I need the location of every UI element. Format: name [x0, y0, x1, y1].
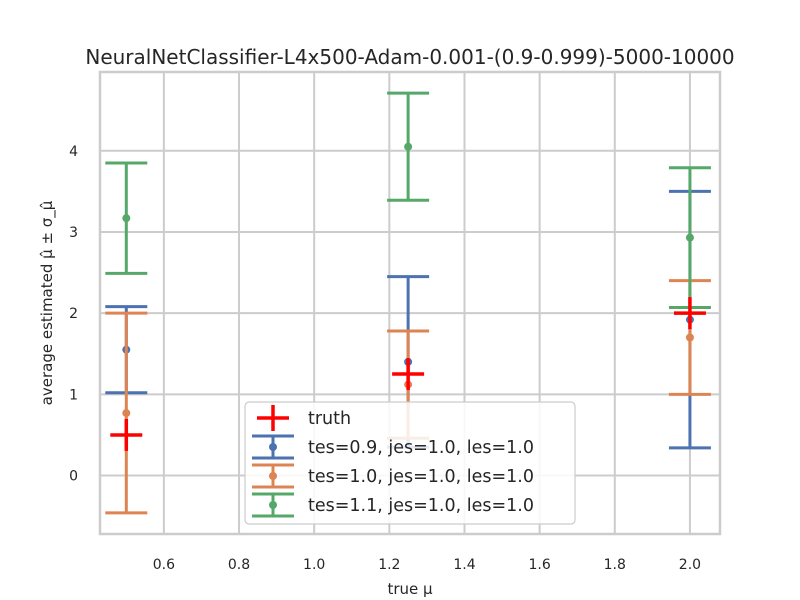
legend-label-series: tes=0.9, jes=1.0, les=1.0: [308, 438, 534, 458]
legend-label-series: tes=1.0, jes=1.0, les=1.0: [308, 467, 534, 487]
plot-frame: [98, 70, 722, 536]
legend: truth tes=0.9, jes=1.0, les=1.0 tes=1.0, j…: [244, 401, 576, 525]
legend-label-series: tes=1.1, jes=1.0, les=1.0: [308, 496, 534, 516]
legend-entries: truth tes=0.9, jes=1.0, les=1.0 tes=1.0, j…: [252, 405, 534, 518]
y-tick-label: 4: [69, 144, 78, 160]
x-tick-label: 1.0: [303, 557, 325, 573]
x-tick-label: 2.0: [679, 557, 701, 573]
data-point: [685, 233, 694, 242]
ticks-layer: 0.6 0.8 1.0 1.2 1.4 1.6 1.8 2.0 0 1 2 3 4: [69, 144, 701, 573]
data-point: [122, 409, 131, 418]
x-tick-label: 1.8: [604, 557, 626, 573]
legend-handle-point: [269, 501, 277, 509]
data-point: [122, 214, 131, 223]
y-axis-label: average estimated μ̂ ± σ_μ̂: [38, 200, 57, 405]
x-tick-label: 1.6: [529, 557, 551, 573]
x-tick-label: 0.8: [228, 557, 250, 573]
x-tick-label: 1.2: [378, 557, 400, 573]
x-axis-label: true μ: [387, 580, 433, 598]
y-tick-label: 2: [69, 306, 78, 322]
legend-frame: [244, 401, 576, 525]
chart-title: NeuralNetClassifier-L4x500-Adam-0.001-(0…: [85, 45, 734, 69]
legend-handle-point: [269, 443, 277, 451]
data-point: [685, 333, 694, 342]
y-tick-label: 1: [69, 387, 78, 403]
grid-layer: [100, 72, 720, 534]
legend-label-truth: truth: [308, 409, 351, 429]
x-tick-label: 0.6: [153, 557, 175, 573]
y-tick-label: 0: [69, 469, 78, 485]
x-tick-label: 1.4: [453, 557, 475, 573]
y-tick-label: 3: [69, 225, 78, 241]
data-point: [404, 142, 413, 151]
legend-handle-point: [269, 472, 277, 480]
